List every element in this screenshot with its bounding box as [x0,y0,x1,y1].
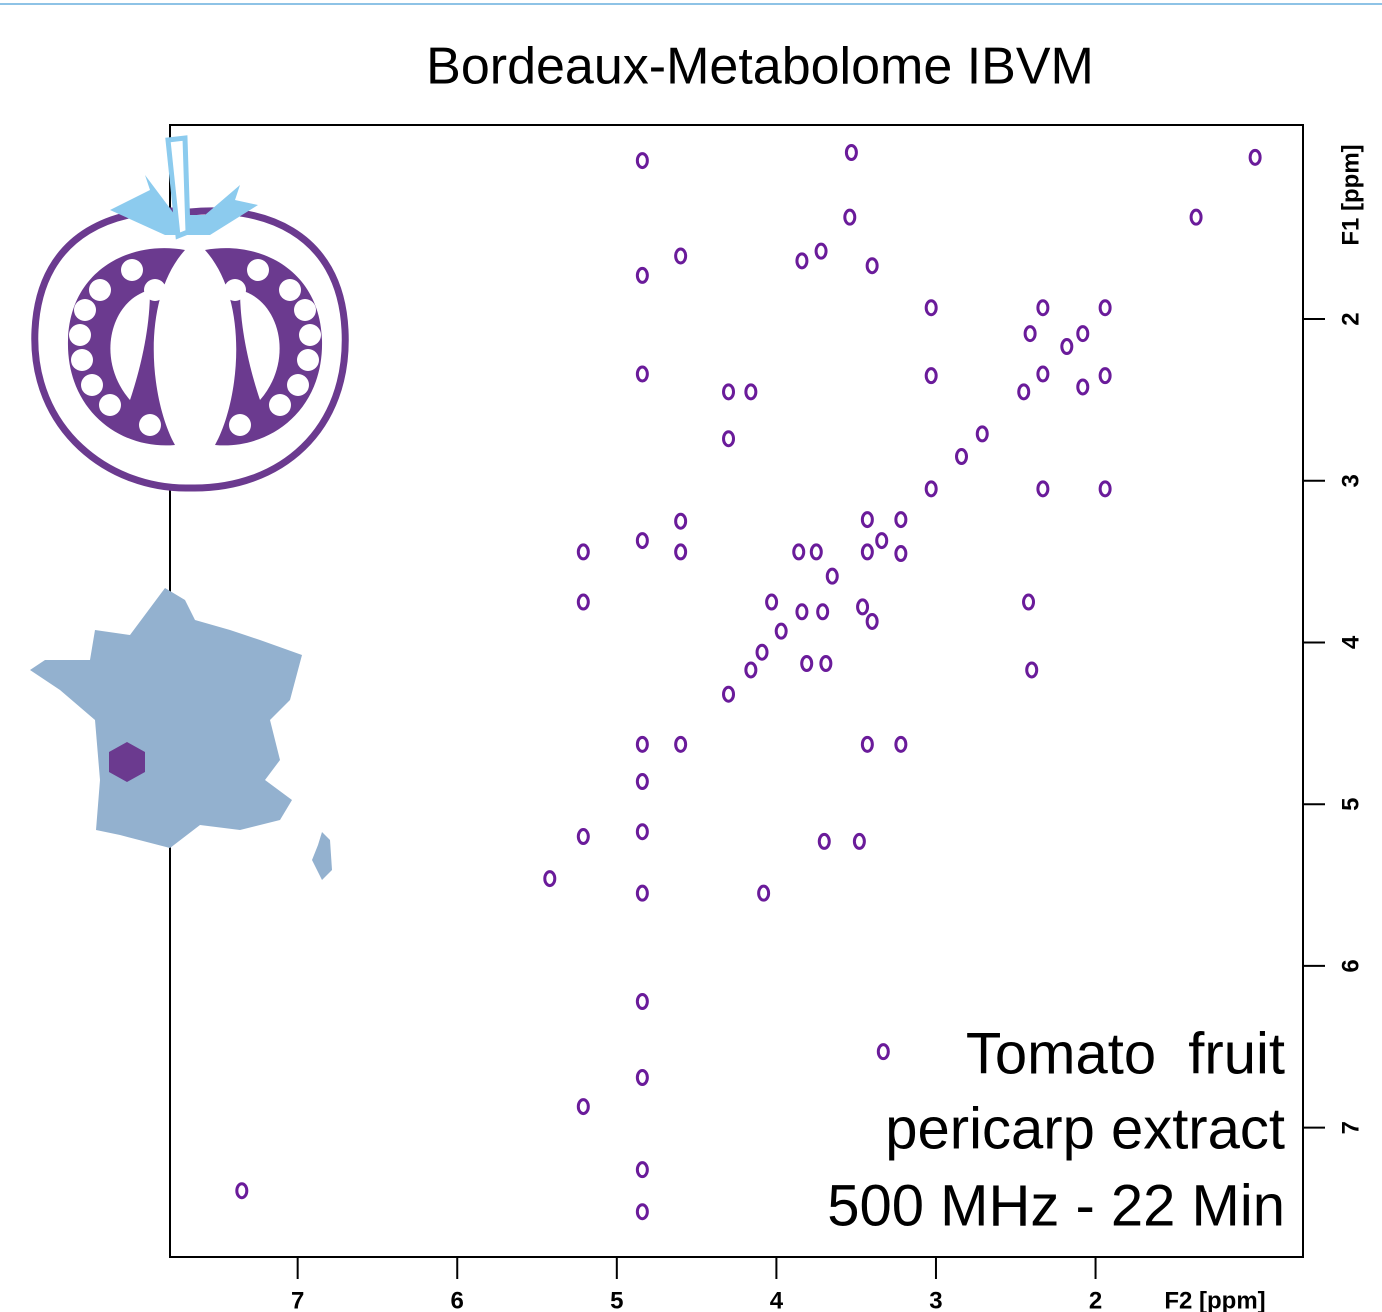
nmr-peak [896,547,906,561]
nmr-peak [926,301,936,315]
nmr-peak [926,369,936,383]
nmr-peak [746,663,756,677]
nmr-peak [1100,301,1110,315]
nmr-peak [757,645,767,659]
nmr-peak [578,1100,588,1114]
annotation: Tomato fruit [966,1021,1285,1086]
nmr-peak [746,385,756,399]
nmr-peak [676,545,686,559]
nmr-peak [819,834,829,848]
nmr-peak [1038,367,1048,381]
nmr-peak [1100,369,1110,383]
nmr-peak [896,737,906,751]
nmr-peak [637,534,647,548]
y-tick-label: 3 [1337,474,1364,487]
france-map [30,588,332,880]
x-tick-label: 6 [451,1287,464,1312]
nmr-peak [578,595,588,609]
nmr-peak [637,737,647,751]
y-tick-label: 2 [1337,312,1364,325]
chart-title: Bordeaux-Metabolome IBVM [426,38,1094,96]
nmr-peak [858,600,868,614]
nmr-peak [926,482,936,496]
nmr-peak [759,886,769,900]
nmr-peak [767,595,777,609]
nmr-peak [862,737,872,751]
nmr-peak [797,605,807,619]
nmr-peak [818,605,828,619]
nmr-peak [867,614,877,628]
nmr-peak [1038,301,1048,315]
nmr-peak [237,1184,247,1198]
x-tick-label: 7 [291,1287,304,1312]
nmr-peak [1062,340,1072,354]
nmr-peak [1078,327,1088,341]
nmr-peak [811,545,821,559]
nmr-peak [637,154,647,168]
nmr-peak [637,1163,647,1177]
nmr-peak [676,514,686,528]
nmr-peak [1038,482,1048,496]
y-tick-label: 7 [1337,1121,1364,1134]
nmr-peak [637,268,647,282]
nmr-peak [724,385,734,399]
nmr-peak [724,687,734,701]
nmr-peak [545,872,555,886]
annotation: 500 MHz - 22 Min [827,1173,1285,1238]
nmr-peak [802,657,812,671]
nmr-peak [977,427,987,441]
nmr-peak [637,994,647,1008]
nmr-peak [578,545,588,559]
nmr-peak [637,775,647,789]
nmr-peak [896,513,906,527]
nmr-peak [845,210,855,224]
nmr-peak [867,259,877,273]
nmr-peak [794,545,804,559]
nmr-peak [1100,482,1110,496]
nmr-peak [578,830,588,844]
nmr-peak [827,569,837,583]
nmr-peak [816,244,826,258]
x-tick-label: 5 [610,1287,623,1312]
x-axis-label: F2 [ppm] [1164,1287,1265,1312]
y-tick-label: 6 [1337,959,1364,972]
nmr-peak [797,254,807,268]
tomato-icon [35,138,345,488]
nmr-peak [637,1070,647,1084]
nmr-peak [957,450,967,464]
chart: Bordeaux-Metabolome IBVM 7 6 5 4 3 2 2 3 4 5 6 7 To… [0,0,1382,1312]
nmr-peak [1078,380,1088,394]
nmr-peak [878,1045,888,1059]
nmr-peak [821,657,831,671]
nmr-peak [676,249,686,263]
y-tick-label: 5 [1337,798,1364,811]
x-tick-label: 2 [1089,1287,1102,1312]
nmr-peak [862,545,872,559]
nmr-peak [877,534,887,548]
nmr-peak [637,886,647,900]
annotation: pericarp extract [885,1096,1285,1161]
y-tick-label: 4 [1337,635,1364,649]
nmr-peak [862,513,872,527]
nmr-peak [854,834,864,848]
nmr-peak [637,1205,647,1219]
nmr-peak [637,367,647,381]
nmr-peak [724,432,734,446]
nmr-peak [846,145,856,159]
nmr-peak [1025,327,1035,341]
nmr-peak [1027,663,1037,677]
nmr-peak [637,825,647,839]
nmr-peak [776,624,786,638]
y-axis-label: F1 [ppm] [1337,144,1364,245]
axes: 7 6 5 4 3 2 2 3 4 5 6 7 [291,312,1364,1312]
nmr-peak [676,737,686,751]
x-tick-label: 3 [929,1287,942,1312]
nmr-peak [1024,595,1034,609]
nmr-peak [1250,150,1260,164]
nmr-peak [1019,385,1029,399]
x-tick-label: 4 [770,1287,784,1312]
nmr-peak [1191,210,1201,224]
